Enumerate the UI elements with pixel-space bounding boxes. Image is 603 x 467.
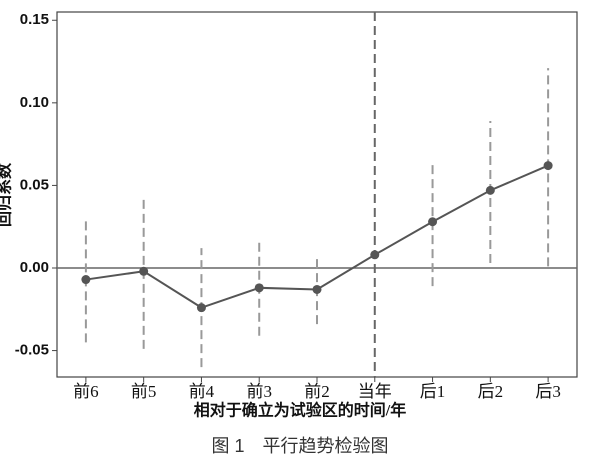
coef-point — [254, 283, 264, 293]
x-tick-label: 前6 — [73, 382, 99, 401]
y-tick-label: 0.00 — [20, 259, 49, 276]
coef-point — [312, 284, 322, 294]
x-tick-label: 后3 — [535, 382, 561, 401]
y-axis-label: 回归系数 — [0, 162, 14, 227]
y-tick-label: -0.05 — [15, 342, 49, 359]
coef-point — [81, 275, 91, 285]
y-tick-label: 0.10 — [20, 94, 49, 111]
caption: 图 1 平行趋势检验图 — [211, 436, 388, 456]
coef-point — [370, 250, 380, 260]
coef-point — [428, 217, 438, 227]
x-tick-label: 后2 — [478, 382, 504, 401]
x-tick-label: 后1 — [420, 382, 446, 401]
x-tick-label: 前3 — [246, 382, 272, 401]
coef-point — [139, 266, 149, 276]
x-tick-label: 前5 — [131, 382, 157, 401]
coef-point — [543, 161, 553, 171]
y-tick-label: 0.05 — [20, 176, 49, 193]
coef-point — [485, 185, 495, 195]
coef-point — [196, 303, 206, 313]
x-tick-label: 前4 — [189, 382, 215, 401]
x-tick-label: 前2 — [304, 382, 330, 401]
x-tick-label: 当年 — [358, 382, 392, 401]
y-tick-label: 0.15 — [20, 11, 49, 28]
x-axis-label: 相对于确立为试验区的时间/年 — [194, 401, 406, 420]
